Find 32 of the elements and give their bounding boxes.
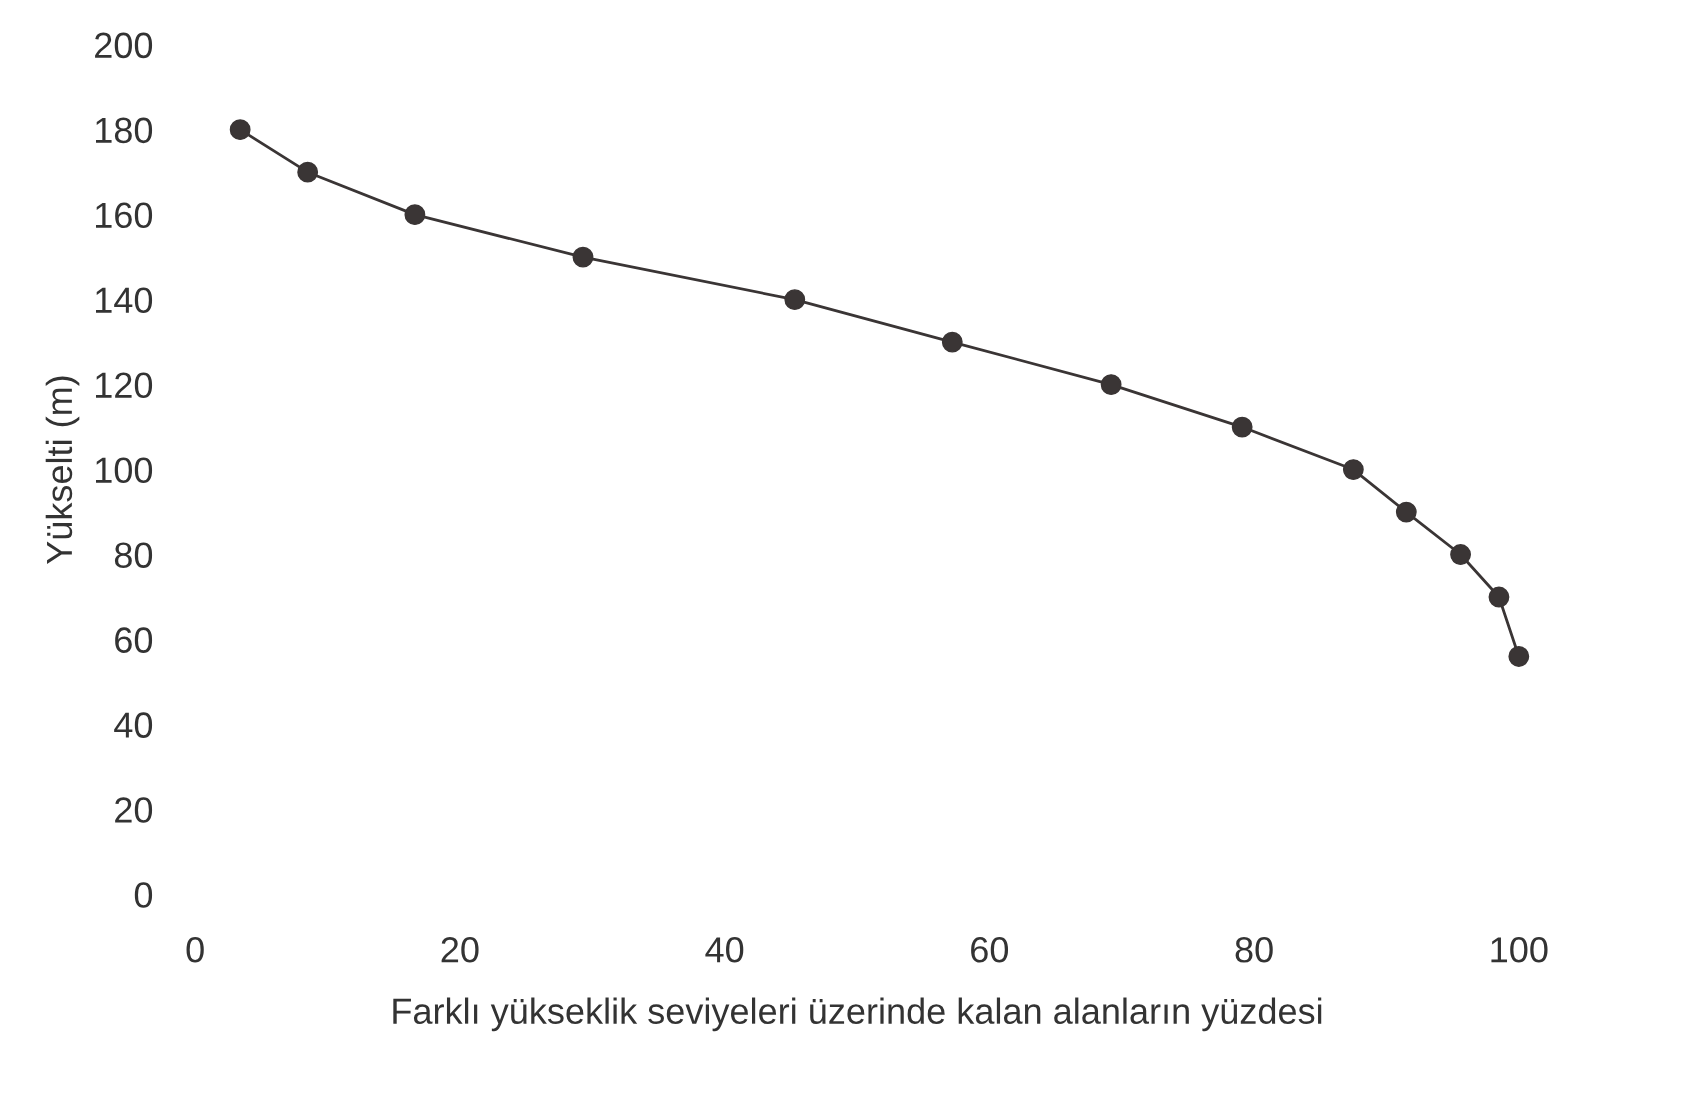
- y-tick-label: 40: [114, 712, 153, 738]
- point: [1231, 416, 1253, 438]
- y-tick-label: 180: [96, 117, 153, 144]
- x-tick-label: 100: [1491, 937, 1548, 963]
- point: [1450, 544, 1471, 565]
- y-tick-label: 100: [96, 457, 153, 483]
- point: [784, 289, 806, 311]
- y-tick-label: 60: [115, 627, 153, 653]
- y-axis-title: Yükselti (m): [45, 376, 80, 565]
- point: [941, 331, 963, 353]
- y-tick-label: 200: [95, 32, 153, 59]
- point: [229, 119, 251, 141]
- x-tick-label: 40: [705, 937, 744, 963]
- x-tick-label: 20: [441, 937, 479, 963]
- y-tick-label: 0: [134, 882, 153, 908]
- point: [1342, 459, 1364, 480]
- point: [572, 246, 594, 268]
- x-tick-label: 0: [186, 937, 204, 963]
- point: [297, 161, 319, 183]
- y-tick-label: 160: [96, 202, 153, 229]
- x-tick-label: 80: [1235, 937, 1273, 963]
- point: [1395, 501, 1417, 523]
- y-tick-label: 80: [114, 542, 153, 568]
- y-tick-label: 120: [96, 372, 153, 399]
- point: [1488, 586, 1510, 608]
- y-tick-label: 20: [115, 797, 153, 823]
- x-axis-title: Farklı yükseklik seviyeleri üzerinde kalan alanların yüzdesi: [393, 997, 1322, 1032]
- point: [1100, 374, 1122, 396]
- y-tick-label: 140: [96, 287, 153, 314]
- x-tick-label: 60: [971, 937, 1009, 963]
- point: [1508, 646, 1530, 667]
- point: [404, 204, 426, 226]
